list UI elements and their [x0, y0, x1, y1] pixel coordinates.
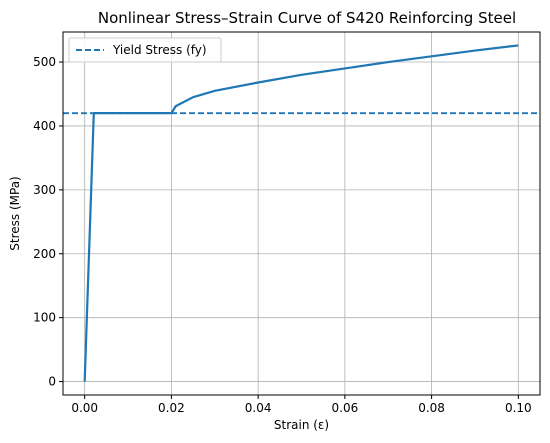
y-tick-label: 0 [48, 375, 56, 389]
legend-label-yield-stress: Yield Stress (fy) [112, 43, 207, 57]
chart-title: Nonlinear Stress–Strain Curve of S420 Re… [98, 9, 516, 27]
y-tick-label: 400 [33, 119, 56, 133]
x-tick-label: 0.10 [505, 401, 532, 415]
plot-area-frame [62, 31, 541, 396]
axis-ticks: 0.00 0.02 0.04 0.06 0.08 0.10 0 100 200 300 400 500 [33, 55, 532, 415]
x-tick-label: 0.06 [332, 401, 359, 415]
stress-strain-curve-line [83, 44, 519, 382]
legend-box [68, 37, 222, 63]
legend: Yield Stress (fy) [68, 37, 222, 63]
x-tick-label: 0.00 [71, 401, 98, 415]
x-tick-label: 0.08 [418, 401, 445, 415]
plot-series [63, 44, 540, 382]
x-axis-label: Strain (ε) [274, 418, 329, 432]
y-axis-label: Stress (MPa) [8, 176, 22, 250]
x-tick-label: 0.02 [158, 401, 185, 415]
y-tick-label: 300 [33, 183, 56, 197]
y-tick-label: 200 [33, 247, 56, 261]
y-tick-label: 100 [33, 311, 56, 325]
y-tick-label: 500 [33, 55, 56, 69]
x-tick-label: 0.04 [245, 401, 272, 415]
grid [63, 32, 540, 395]
